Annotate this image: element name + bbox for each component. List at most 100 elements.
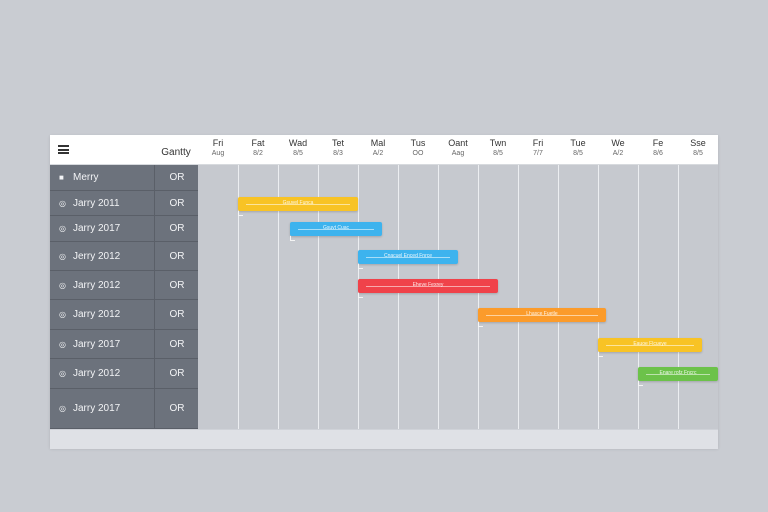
grid-line <box>238 165 239 429</box>
circle-icon: ◎ <box>59 198 66 208</box>
day-column-header: Fri Aug <box>198 138 238 159</box>
hamburger-menu-icon[interactable] <box>58 145 69 154</box>
grid-line <box>438 165 439 429</box>
day-date: 8/5 <box>293 150 303 157</box>
day-name: Mal <box>370 138 386 148</box>
task-bar-line <box>486 315 598 316</box>
grid-line <box>678 165 679 429</box>
dependency-connector <box>598 351 603 357</box>
task-bar-label: Gsuvt Cuac <box>322 225 350 231</box>
task-tag: OR <box>155 389 199 429</box>
day-date: OO <box>412 150 424 157</box>
chart-title: Gantty <box>161 147 191 158</box>
day-column-header: Tus OO <box>398 138 438 159</box>
day-date: 8/2 <box>253 150 263 157</box>
dependency-connector <box>290 236 295 241</box>
task-tag: OR <box>155 242 199 271</box>
task-label: Jarry 2011 <box>73 197 120 209</box>
day-name: Tet <box>331 138 344 148</box>
day-date: A/2 <box>372 150 384 157</box>
circle-icon: ◎ <box>59 404 66 413</box>
timeline-grid: Gsuvel Funca Gsuvt Cuac Cnacuel Enced Fnrc… <box>198 165 718 429</box>
circle-icon: ◎ <box>59 224 66 233</box>
task-bar-line <box>366 285 490 287</box>
task-row[interactable]: ◎ Jarry 2011 <box>50 191 154 216</box>
task-bar[interactable]: Lhasce Fuetle <box>478 308 606 322</box>
day-column-header: Tet 8/3 <box>318 138 358 159</box>
day-column-header: Mal A/2 <box>358 138 398 159</box>
task-tag: OR <box>155 300 199 330</box>
task-bar-label: Lhasce Fuetle <box>526 311 558 317</box>
grid-line <box>318 165 319 429</box>
task-bar-line <box>646 374 710 375</box>
day-name: Wad <box>288 138 308 148</box>
day-date: Aug <box>211 150 225 157</box>
day-name: Fe <box>652 138 664 148</box>
grid-line <box>638 165 639 429</box>
day-name: Tue <box>570 138 586 148</box>
task-row[interactable]: ◎ Jarry 2012 <box>50 359 154 389</box>
task-bar-line <box>246 203 350 205</box>
task-tag: OR <box>155 359 199 389</box>
day-column-header: Sse 8/5 <box>678 138 718 159</box>
task-row[interactable]: ◎ Jerry 2012 <box>50 242 154 271</box>
circle-icon: ◎ <box>59 369 66 378</box>
day-column-header: Twn 8/5 <box>478 138 518 159</box>
day-name: We <box>611 138 625 148</box>
dependency-connector <box>638 381 643 386</box>
horizontal-scrollbar[interactable] <box>50 429 718 449</box>
gantt-chart: Gantty Fri Aug Fat 8/2 Wad 8/5 Tet 8/3 Mal A/2 Tus… <box>50 135 718 449</box>
day-date: 8/6 <box>653 150 663 157</box>
task-bar-label: Cnacuel Enced Fnrce <box>383 252 433 259</box>
task-row[interactable]: ◎ Jarry 2017 <box>50 389 154 429</box>
dependency-connector <box>358 263 363 269</box>
day-name: Tus <box>410 138 426 148</box>
task-bar-label: Eauoe Flcueye <box>633 340 667 347</box>
day-column-header: Fat 8/2 <box>238 138 278 159</box>
day-column-header: Fe 8/6 <box>638 138 678 159</box>
task-tag: OR <box>155 191 199 216</box>
task-label: Jarry 2012 <box>73 368 121 379</box>
day-date: 7/7 <box>533 150 543 157</box>
square-icon: ■ <box>59 173 64 182</box>
task-row[interactable]: ◎ Jarry 2017 <box>50 216 154 242</box>
day-date: 8/5 <box>493 150 503 157</box>
task-row[interactable]: ■ Merry <box>50 165 154 191</box>
task-bar[interactable]: Cnacuel Enced Fnrce <box>358 249 458 264</box>
grid-line <box>558 165 559 429</box>
grid-line <box>398 165 399 429</box>
task-bar[interactable]: Enare rofz Fncrc <box>638 367 718 381</box>
day-date: 8/3 <box>333 150 343 157</box>
day-name: Twn <box>489 138 507 148</box>
day-date: Aag <box>451 150 465 157</box>
task-tag: OR <box>155 330 199 359</box>
day-name: Fri <box>212 138 224 148</box>
grid-line <box>598 165 599 429</box>
task-label: Jarry 2017 <box>73 403 121 414</box>
task-row[interactable]: ◎ Jarry 2012 <box>50 271 154 300</box>
task-bar[interactable]: Gsuvt Cuac <box>290 222 382 236</box>
task-label: Jarry 2017 <box>73 223 121 234</box>
task-bar-line <box>298 229 374 230</box>
day-column-header: Oant Aag <box>438 138 478 159</box>
task-tag-column: OR OR OR OR OR OR OR OR OR <box>154 165 199 429</box>
day-date: A/2 <box>612 150 624 157</box>
grid-line <box>518 165 519 429</box>
task-label: Jarry 2017 <box>73 338 121 350</box>
task-row[interactable]: ◎ Jarry 2017 <box>50 330 154 359</box>
task-label: Jarry 2012 <box>73 279 121 291</box>
task-row[interactable]: ◎ Jarry 2012 <box>50 300 154 330</box>
grid-line <box>478 165 479 429</box>
task-label: Merry <box>73 172 99 183</box>
task-bar[interactable]: Eheve Fexrey <box>358 278 498 293</box>
circle-icon: ◎ <box>59 310 66 319</box>
task-list: ■ Merry ◎ Jarry 2011 ◎ Jarry 2017 ◎ Jerry 2012 ◎… <box>50 165 154 429</box>
task-bar[interactable]: Eauoe Flcueye <box>598 337 702 352</box>
day-column-header: Wad 8/5 <box>278 138 318 159</box>
day-column-header: We A/2 <box>598 138 638 159</box>
grid-line <box>278 165 279 429</box>
dependency-connector <box>238 210 243 216</box>
day-column-header: Tue 8/5 <box>558 138 598 159</box>
task-bar[interactable]: Gsuvel Funca <box>238 196 358 211</box>
task-bar-line <box>366 256 450 258</box>
